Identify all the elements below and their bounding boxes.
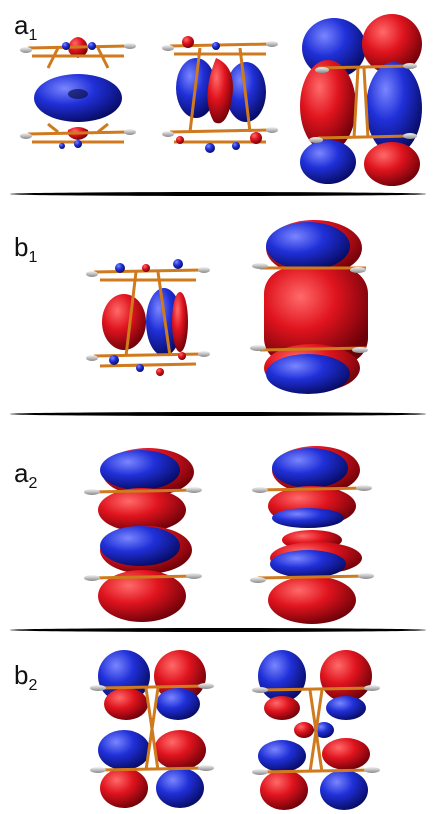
panel-label-b1: b1 (14, 232, 37, 267)
label-symbol: b (14, 232, 29, 262)
label-symbol: b (14, 660, 29, 690)
orbital-a1-1 (20, 37, 136, 149)
divider-1 (10, 192, 426, 196)
divider-2 (10, 412, 426, 416)
label-subscript: 2 (28, 475, 38, 493)
panel-label-b2: b2 (14, 660, 37, 695)
panel-b1: b1 (0, 198, 436, 414)
orbital-b2-1 (90, 650, 214, 808)
orbital-b1-1 (86, 259, 210, 376)
orbital-a2-2 (250, 446, 374, 624)
divider-3 (10, 628, 426, 632)
panel-label-a2: a2 (14, 458, 37, 493)
panel-a1: a1 (0, 0, 436, 195)
orbital-b2-2 (252, 650, 380, 810)
panel-b2: b2 (0, 634, 436, 814)
label-symbol: a (14, 10, 29, 40)
label-subscript: 2 (28, 677, 38, 695)
label-symbol: a (14, 458, 29, 488)
orbital-b1-2 (250, 220, 368, 394)
panel-a2: a2 (0, 418, 436, 628)
label-subscript: 1 (28, 27, 38, 45)
orbital-a2-1 (84, 448, 202, 622)
label-subscript: 1 (28, 249, 38, 267)
panel-label-a1: a1 (14, 10, 37, 45)
orbital-a1-3 (300, 14, 422, 186)
orbital-a1-2 (162, 36, 278, 153)
